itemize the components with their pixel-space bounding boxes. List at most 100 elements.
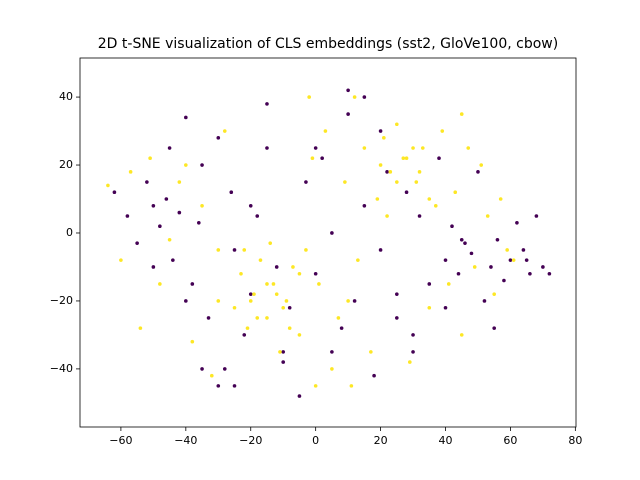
point bbox=[446, 282, 451, 286]
point bbox=[378, 248, 383, 252]
point bbox=[112, 190, 117, 195]
point bbox=[450, 224, 454, 228]
point bbox=[268, 241, 273, 245]
point bbox=[164, 197, 169, 201]
point bbox=[362, 95, 367, 99]
point bbox=[128, 170, 133, 174]
point bbox=[151, 265, 156, 269]
point bbox=[304, 248, 308, 252]
point bbox=[330, 367, 334, 371]
point bbox=[297, 271, 302, 276]
chart-title: 2D t-SNE visualization of CLS embeddings… bbox=[98, 36, 558, 52]
point bbox=[232, 248, 237, 252]
point bbox=[320, 156, 324, 161]
point bbox=[271, 282, 276, 286]
point bbox=[313, 146, 318, 150]
point bbox=[411, 350, 415, 354]
point bbox=[346, 88, 350, 93]
point bbox=[209, 373, 214, 378]
point bbox=[375, 197, 380, 201]
point bbox=[395, 316, 399, 320]
point bbox=[151, 204, 156, 208]
point bbox=[505, 248, 509, 252]
point bbox=[177, 210, 182, 215]
point bbox=[197, 220, 201, 225]
point bbox=[158, 282, 162, 286]
x-tick-label: 0 bbox=[312, 434, 319, 447]
point bbox=[313, 384, 318, 388]
point bbox=[385, 214, 389, 218]
y-tick-label: 20 bbox=[59, 158, 73, 171]
point bbox=[336, 316, 341, 320]
point bbox=[378, 163, 383, 167]
point bbox=[404, 190, 409, 195]
point bbox=[323, 129, 328, 133]
point bbox=[534, 214, 539, 218]
point bbox=[317, 282, 321, 286]
point bbox=[330, 350, 334, 354]
y-tick-label: −20 bbox=[50, 294, 73, 307]
y-tick-label: 0 bbox=[66, 226, 73, 239]
point bbox=[242, 333, 247, 337]
x-tick-label: 20 bbox=[374, 434, 388, 447]
point bbox=[216, 136, 221, 140]
point bbox=[265, 102, 269, 106]
point bbox=[281, 305, 286, 310]
point bbox=[541, 265, 545, 269]
point bbox=[138, 326, 143, 330]
point bbox=[252, 292, 256, 296]
point bbox=[395, 122, 399, 127]
point bbox=[291, 265, 295, 269]
point bbox=[528, 271, 532, 276]
point bbox=[242, 248, 247, 252]
point bbox=[482, 299, 487, 303]
point bbox=[184, 115, 188, 120]
point bbox=[190, 282, 195, 286]
point bbox=[427, 282, 432, 286]
point bbox=[265, 316, 269, 320]
point bbox=[479, 163, 484, 167]
point bbox=[310, 156, 315, 161]
point bbox=[521, 248, 526, 252]
point bbox=[485, 214, 490, 218]
point bbox=[216, 384, 221, 388]
point bbox=[229, 190, 234, 195]
point bbox=[284, 299, 289, 303]
point bbox=[184, 299, 188, 303]
point bbox=[274, 265, 279, 269]
point bbox=[297, 394, 302, 398]
point bbox=[459, 333, 464, 337]
point bbox=[453, 190, 458, 195]
point bbox=[184, 163, 188, 167]
point bbox=[459, 237, 464, 242]
point bbox=[232, 305, 237, 310]
point bbox=[459, 112, 464, 116]
point bbox=[200, 204, 204, 208]
point bbox=[148, 156, 152, 161]
point bbox=[255, 214, 260, 218]
point bbox=[304, 180, 308, 184]
point bbox=[476, 170, 480, 174]
point bbox=[167, 237, 172, 242]
point bbox=[498, 197, 503, 201]
point bbox=[346, 299, 350, 303]
point bbox=[427, 197, 432, 201]
point bbox=[239, 271, 243, 276]
x-tick-label: −60 bbox=[109, 434, 132, 447]
point bbox=[265, 146, 269, 150]
point bbox=[278, 350, 282, 354]
point bbox=[352, 299, 357, 303]
point bbox=[427, 305, 432, 310]
point bbox=[437, 156, 441, 161]
point bbox=[106, 183, 110, 188]
point bbox=[417, 170, 422, 174]
x-tick-label: −20 bbox=[239, 434, 262, 447]
point bbox=[417, 214, 422, 218]
point bbox=[362, 146, 367, 150]
point bbox=[463, 241, 467, 245]
point bbox=[456, 271, 461, 276]
point bbox=[395, 180, 399, 184]
x-tick-label: −40 bbox=[174, 434, 197, 447]
